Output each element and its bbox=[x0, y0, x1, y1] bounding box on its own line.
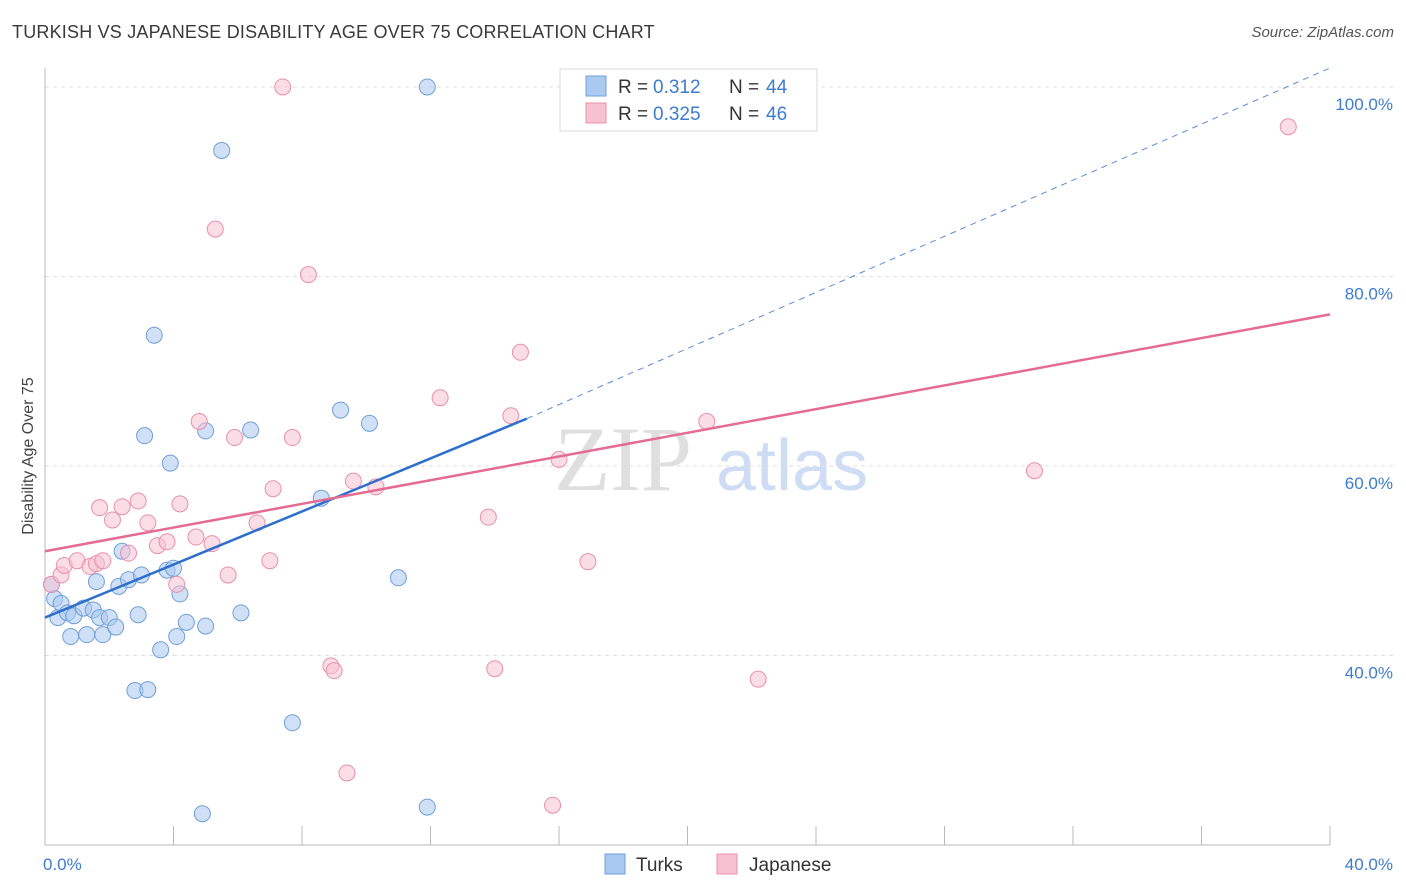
bottom-legend-label-japanese: Japanese bbox=[749, 855, 831, 876]
x-tick-label-min: 0.0% bbox=[43, 855, 82, 874]
japanese-point-17 bbox=[187, 528, 205, 546]
turks-point-19 bbox=[129, 606, 147, 624]
japanese-point-44 bbox=[1025, 462, 1043, 480]
trend-lines bbox=[44, 67, 1331, 619]
japanese-points bbox=[42, 78, 1297, 814]
japanese-point-27 bbox=[283, 429, 301, 447]
japanese-point-9 bbox=[113, 498, 131, 516]
stats-legend: R = 0.312 N = 44 R = 0.325 N = 46 bbox=[559, 68, 818, 132]
y-tick-label-1: 60.0% bbox=[1345, 474, 1393, 493]
japanese-point-6 bbox=[91, 499, 109, 517]
y-axis-title: Disability Age Over 75 bbox=[20, 377, 37, 535]
legend-swatch-turks bbox=[585, 75, 607, 97]
japanese-point-26 bbox=[274, 78, 292, 96]
source-credit: Source: ZipAtlas.com bbox=[1251, 24, 1394, 41]
japanese-point-43 bbox=[749, 670, 767, 688]
turks-point-43 bbox=[418, 78, 436, 96]
legend-swatch-japanese bbox=[585, 102, 607, 124]
bottom-legend-swatch-japanese bbox=[716, 853, 738, 875]
japanese-point-7 bbox=[94, 552, 112, 570]
japanese-point-41 bbox=[579, 553, 597, 571]
legend-n-label-japanese: N = bbox=[729, 104, 759, 125]
japanese-point-45 bbox=[1279, 118, 1297, 136]
japanese-point-37 bbox=[502, 407, 520, 425]
japanese-point-11 bbox=[129, 492, 147, 510]
japanese-point-8 bbox=[103, 511, 121, 529]
turks-point-23 bbox=[152, 641, 170, 659]
bottom-legend-label-turks: Turks bbox=[636, 855, 683, 876]
japanese-point-21 bbox=[219, 566, 237, 584]
turks-point-29 bbox=[197, 617, 215, 635]
legend-r-value-turks: 0.312 bbox=[653, 77, 701, 98]
japanese-point-36 bbox=[486, 660, 504, 678]
y-tick-labels: 40.0% 60.0% 80.0% 100.0% bbox=[1335, 95, 1393, 683]
japanese-point-28 bbox=[299, 266, 317, 284]
turks-point-30 bbox=[213, 141, 231, 159]
turks-point-42 bbox=[418, 798, 436, 816]
legend-r-label-japanese: R = bbox=[618, 104, 648, 125]
japanese-point-35 bbox=[479, 508, 497, 526]
turks-point-12 bbox=[94, 626, 112, 644]
turks-point-28 bbox=[193, 805, 211, 823]
japanese-point-15 bbox=[168, 575, 186, 593]
turks-point-8 bbox=[78, 626, 96, 644]
japanese-point-39 bbox=[544, 796, 562, 814]
turks-point-41 bbox=[389, 569, 407, 587]
turks-point-27 bbox=[177, 613, 195, 631]
turks-trend-line bbox=[44, 417, 528, 619]
japanese-point-18 bbox=[190, 412, 208, 430]
turks-point-40 bbox=[360, 414, 378, 432]
turks-point-21 bbox=[139, 681, 157, 699]
turks-points bbox=[42, 78, 436, 823]
turks-point-10 bbox=[87, 573, 105, 591]
japanese-point-20 bbox=[206, 220, 224, 238]
x-tick-label-max: 40.0% bbox=[1345, 855, 1393, 874]
turks-point-25 bbox=[168, 628, 186, 646]
japanese-point-16 bbox=[171, 495, 189, 513]
japanese-point-10 bbox=[120, 544, 138, 562]
y-tick-label-3: 100.0% bbox=[1335, 95, 1393, 114]
japanese-point-30 bbox=[325, 662, 343, 680]
japanese-point-38 bbox=[511, 343, 529, 361]
japanese-point-31 bbox=[338, 764, 356, 782]
turks-point-35 bbox=[242, 421, 260, 439]
legend-n-value-turks: 44 bbox=[766, 77, 788, 98]
series-legend: Turks Japanese bbox=[604, 853, 831, 876]
watermark: ZIP atlas bbox=[554, 408, 868, 510]
grid-lines bbox=[45, 86, 1395, 656]
x-axis-ticks bbox=[173, 826, 1331, 845]
legend-r-label-turks: R = bbox=[618, 77, 648, 98]
turks-point-14 bbox=[107, 618, 125, 636]
legend-n-label-turks: N = bbox=[729, 77, 759, 98]
y-tick-label-0: 40.0% bbox=[1345, 663, 1393, 682]
japanese-point-12 bbox=[139, 514, 157, 532]
watermark-zip: ZIP bbox=[554, 408, 692, 510]
bottom-legend-swatch-turks bbox=[604, 853, 626, 875]
japanese-point-34 bbox=[431, 389, 449, 407]
chart-title: TURKISH VS JAPANESE DISABILITY AGE OVER … bbox=[12, 22, 655, 42]
turks-point-36 bbox=[232, 604, 250, 622]
turks-point-5 bbox=[62, 628, 80, 646]
legend-r-value-japanese: 0.325 bbox=[653, 104, 701, 125]
y-tick-label-2: 80.0% bbox=[1345, 284, 1393, 303]
legend-n-value-japanese: 46 bbox=[766, 104, 787, 125]
japanese-point-22 bbox=[226, 429, 244, 447]
turks-point-39 bbox=[332, 401, 350, 419]
japanese-point-25 bbox=[264, 480, 282, 498]
japanese-point-24 bbox=[261, 552, 279, 570]
turks-point-37 bbox=[283, 714, 301, 732]
japanese-trend-line bbox=[44, 313, 1331, 553]
japanese-point-40 bbox=[550, 450, 568, 468]
turks-point-22 bbox=[145, 326, 163, 344]
japanese-point-14 bbox=[158, 533, 176, 551]
turks-point-33 bbox=[161, 454, 179, 472]
turks-point-32 bbox=[136, 427, 154, 445]
turks-trend-extension bbox=[526, 67, 1331, 420]
